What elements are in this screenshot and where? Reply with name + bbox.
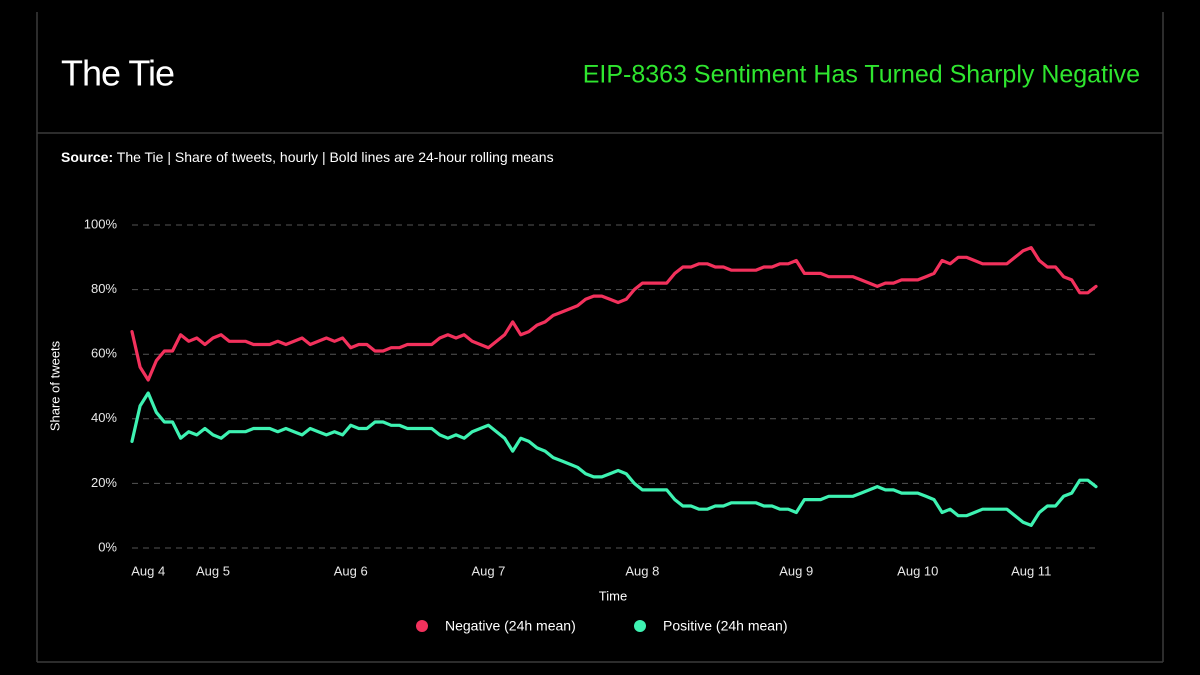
y-tick-label: 40% <box>91 410 117 425</box>
source-label: Source: <box>61 149 113 165</box>
y-tick-label: 0% <box>98 539 117 554</box>
x-axis-label: Time <box>599 588 627 603</box>
x-tick-label: Aug 8 <box>625 563 659 578</box>
x-tick-label: Aug 11 <box>1011 563 1051 578</box>
legend-marker <box>416 620 428 632</box>
x-tick-label: Aug 10 <box>897 563 938 578</box>
y-tick-label: 80% <box>91 281 117 296</box>
y-tick-label: 20% <box>91 475 117 490</box>
source-line: Source: The Tie | Share of tweets, hourl… <box>61 149 554 165</box>
x-tick-label: Aug 6 <box>334 563 368 578</box>
chart-title: EIP-8363 Sentiment Has Turned Sharply Ne… <box>583 61 1140 89</box>
y-tick-label: 60% <box>91 346 117 361</box>
brand-logo: The Tie <box>61 53 174 94</box>
y-tick-label: 100% <box>84 216 118 231</box>
x-tick-label: Aug 9 <box>779 563 813 578</box>
x-tick-label: Aug 4 <box>131 563 165 578</box>
legend-marker <box>634 620 646 632</box>
series-line <box>130 391 1098 527</box>
legend-label: Negative (24h mean) <box>445 618 576 634</box>
x-tick-label: Aug 5 <box>196 563 230 578</box>
series-line <box>130 246 1098 382</box>
legend-label: Positive (24h mean) <box>663 618 788 634</box>
x-tick-label: Aug 7 <box>471 563 505 578</box>
source-text: The Tie | Share of tweets, hourly | Bold… <box>117 149 554 165</box>
y-axis-label: Share of tweets <box>47 340 62 431</box>
